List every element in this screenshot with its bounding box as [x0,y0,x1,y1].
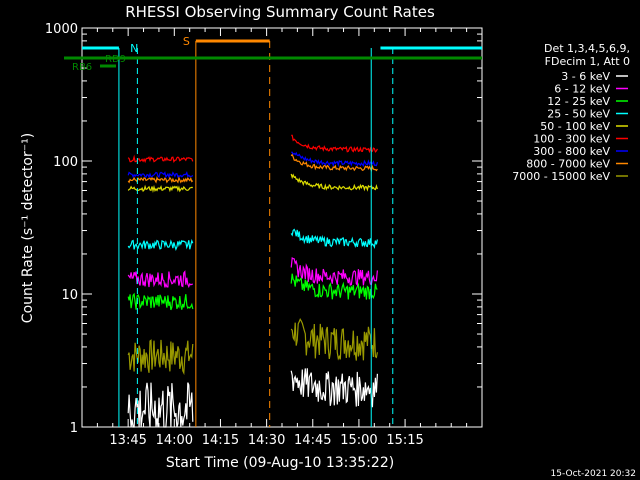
flag-label-s: S [183,35,190,48]
x-tick-label: 13:45 [109,433,146,448]
tick-marks: 13:45 14:00 14:15 14:30 14:45 15:00 15:15 1 10 10… [45,22,482,448]
series-line [290,273,378,300]
flag-label-rb6: RB6 [72,62,92,73]
series-line [127,154,194,164]
legend-entry-label: 800 - 7000 keV [526,158,610,171]
timestamp: 15-Oct-2021 20:32 [551,469,636,479]
series-line [127,339,194,376]
series-line [290,317,378,361]
legend-entry-label: 6 - 12 keV [554,83,610,96]
legend-entry-label: 12 - 25 keV [547,95,610,108]
legend-title: Det 1,3,4,5,6,9, [544,42,630,55]
legend-title: FDecim 1, Att 0 [545,55,630,68]
x-tick-label: 14:30 [248,433,285,448]
series-line [290,153,378,172]
series-line [290,257,378,287]
x-tick-label: 14:15 [202,433,239,448]
series-line [127,176,194,184]
x-tick-label: 14:45 [294,433,331,448]
legend-entry-label: 300 - 800 keV [533,145,610,158]
legend: Det 1,3,4,5,6,9,FDecim 1, Att 0 3 - 6 keV… [512,42,630,183]
data-series [127,134,378,428]
series-line [291,151,378,168]
x-tick-label: 15:15 [386,433,423,448]
series-line [290,173,378,192]
legend-entry-label: 7000 - 15000 keV [512,170,610,183]
y-tick-label: 1 [70,421,78,436]
legend-entry-label: 25 - 50 keV [547,108,610,121]
flag-label-n: N [130,42,138,55]
y-tick-label: 100 [53,155,78,170]
y-axis-label: Count Rate (s⁻¹ detector⁻¹) [20,133,36,323]
series-line [127,292,194,311]
chart-title: RHESSI Observing Summary Count Rates [125,3,435,21]
flag-label-rd9: RD9 [105,54,126,65]
x-tick-label: 15:00 [340,433,377,448]
flag-bars: N S RD9 RB6 [64,35,482,427]
legend-entry-label: 100 - 300 keV [533,133,610,146]
y-tick-label: 1000 [45,22,78,37]
x-axis-label: Start Time (09-Aug-10 13:35:22) [166,455,394,471]
legend-entry-label: 50 - 100 keV [540,120,610,133]
y-tick-label: 10 [61,288,78,303]
series-line [291,134,378,154]
series-line [127,238,194,252]
series-line [127,382,194,428]
series-line [127,170,194,179]
legend-entry-label: 3 - 6 keV [561,70,610,83]
plot-frame [81,27,483,428]
series-line [290,228,378,249]
series-line [127,184,193,193]
series-line [290,368,378,408]
series-line [127,270,193,289]
x-tick-label: 14:00 [156,433,193,448]
